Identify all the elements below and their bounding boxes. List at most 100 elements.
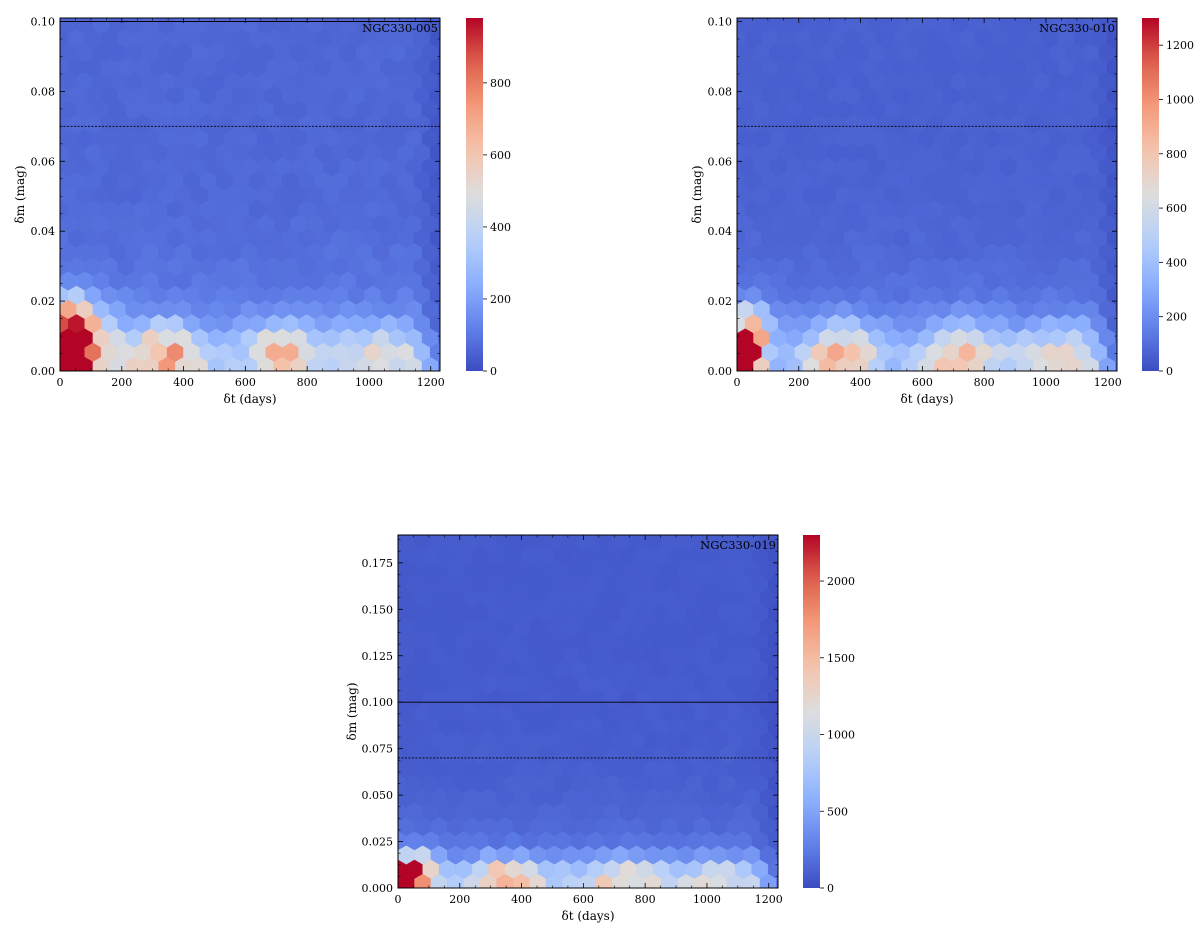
hexbin-cell xyxy=(1124,1,1140,20)
hexbin-cell xyxy=(438,274,440,287)
hexbin-cell xyxy=(776,620,778,633)
hexbin-cell xyxy=(398,535,402,537)
hexbin-cell xyxy=(460,535,467,537)
colorbar-tick-label: 200 xyxy=(1166,311,1187,324)
hexbin-cell xyxy=(438,132,440,145)
hexbin-cell xyxy=(447,229,463,248)
y-tick-label: 0.02 xyxy=(708,295,733,308)
hexbin-cell xyxy=(1124,257,1140,276)
y-tick-label: 0.00 xyxy=(708,365,733,378)
y-tick-label: 0.04 xyxy=(708,225,733,238)
y-tick-label: 0.10 xyxy=(31,15,56,28)
x-tick-label: 400 xyxy=(511,893,532,906)
hexbin-cell xyxy=(776,706,778,719)
y-tick-label: 0.025 xyxy=(362,836,394,849)
colorbar-tick-label: 600 xyxy=(1166,202,1187,215)
y-tick-label: 0.00 xyxy=(31,365,56,378)
hexbin-cell xyxy=(898,18,905,20)
hexbin-cell xyxy=(402,18,409,20)
hexbin-cell xyxy=(447,314,463,333)
hexbin-cell xyxy=(724,535,731,537)
hexbin-cell xyxy=(785,746,801,765)
hexbin-cell xyxy=(882,18,889,20)
colorbar-tick-label: 1500 xyxy=(827,652,855,665)
hexbin-cell xyxy=(447,200,463,219)
chart-panel-ngc330-019: 0 200 400 600 800 1000 1200 0.000 0.025 0.050 0.07… xyxy=(345,534,855,923)
hexbin-cell xyxy=(776,791,778,804)
hexbin-cell xyxy=(369,18,376,20)
x-tick-label: 1200 xyxy=(1094,376,1122,389)
hexbin-cell xyxy=(438,246,440,259)
hexbin-cell xyxy=(438,75,440,88)
hexbin-cell xyxy=(785,660,801,679)
hexbin-cell xyxy=(237,18,245,20)
y-tick-label: 0.150 xyxy=(362,603,394,616)
y-axis-label: δm (mag) xyxy=(345,683,359,741)
hexbin-cell xyxy=(832,18,839,20)
x-tick-label: 1000 xyxy=(693,893,721,906)
hexbin-cell xyxy=(785,774,801,793)
hexbin-cell xyxy=(427,535,434,537)
hexbin-cell xyxy=(997,18,1004,20)
hexbin-cell xyxy=(1124,314,1140,333)
hexbin-cell xyxy=(980,18,987,20)
y-tick-label: 0.08 xyxy=(708,85,733,98)
hexbin-cell xyxy=(559,535,566,537)
hexbin-cell xyxy=(756,535,764,537)
colorbar-tick-label: 1000 xyxy=(1166,93,1194,106)
hexbin-cell xyxy=(435,18,440,20)
y-tick-label: 0.050 xyxy=(362,789,394,802)
hexbin-cell xyxy=(776,877,778,888)
colorbar-tick-label: 0 xyxy=(490,365,497,378)
x-tick-label: 1200 xyxy=(755,893,783,906)
colorbar-tick-label: 2000 xyxy=(827,575,855,588)
hexbin-cell xyxy=(73,18,80,20)
hexbin-cell xyxy=(1112,18,1117,20)
hexbin-cell xyxy=(447,1,463,20)
x-tick-label: 600 xyxy=(912,376,933,389)
colorbar xyxy=(803,535,820,888)
hexbin-cell xyxy=(785,860,801,879)
x-tick-label: 200 xyxy=(449,893,470,906)
y-tick-label: 0.175 xyxy=(362,557,394,570)
x-tick-label: 1000 xyxy=(1032,376,1060,389)
hexbin-cell xyxy=(447,115,463,134)
x-tick-label: 400 xyxy=(173,376,194,389)
x-tick-label: 0 xyxy=(395,893,402,906)
hexbin-cell xyxy=(447,29,463,48)
hexbin-cells xyxy=(398,535,801,888)
hexbin-cell xyxy=(447,257,463,276)
hexbin-cell xyxy=(1115,75,1117,88)
x-tick-label: 800 xyxy=(297,376,318,389)
hexbin-cell xyxy=(1124,286,1140,305)
hexbin-cell xyxy=(510,535,517,537)
colorbar-tick-label: 800 xyxy=(1166,148,1187,161)
y-tick-label: 0.06 xyxy=(31,155,56,168)
hexbin-cell xyxy=(438,103,440,116)
hexbin-cell xyxy=(418,18,426,20)
hexbin-cell xyxy=(1115,246,1117,259)
hexbin-cell xyxy=(740,535,747,537)
y-tick-label: 0.075 xyxy=(362,743,394,756)
hexbin-cell xyxy=(1046,18,1053,20)
hexbin-cell xyxy=(438,360,440,371)
hexbin-cell xyxy=(750,18,757,20)
hexbin-cell xyxy=(658,535,665,537)
hexbin-cell xyxy=(931,18,938,20)
hexbin-cell xyxy=(438,217,440,230)
hexbin-cell xyxy=(592,535,599,537)
x-axis-label: δt (days) xyxy=(562,909,615,923)
y-tick-label: 0.08 xyxy=(31,85,56,98)
hexbin-cell xyxy=(625,535,632,537)
hexbin-cell xyxy=(1124,86,1140,105)
x-tick-label: 0 xyxy=(734,376,741,389)
hexbin-cell xyxy=(865,18,872,20)
hexbin-cell xyxy=(785,603,801,622)
hexbin-cell xyxy=(1115,103,1117,116)
hexbin-cell xyxy=(641,535,648,537)
x-tick-label: 0 xyxy=(57,376,64,389)
hexbin-cell xyxy=(575,535,583,537)
hexbin-cell xyxy=(776,848,778,861)
hexbin-cell xyxy=(526,535,533,537)
hexbin-cell xyxy=(776,649,778,662)
